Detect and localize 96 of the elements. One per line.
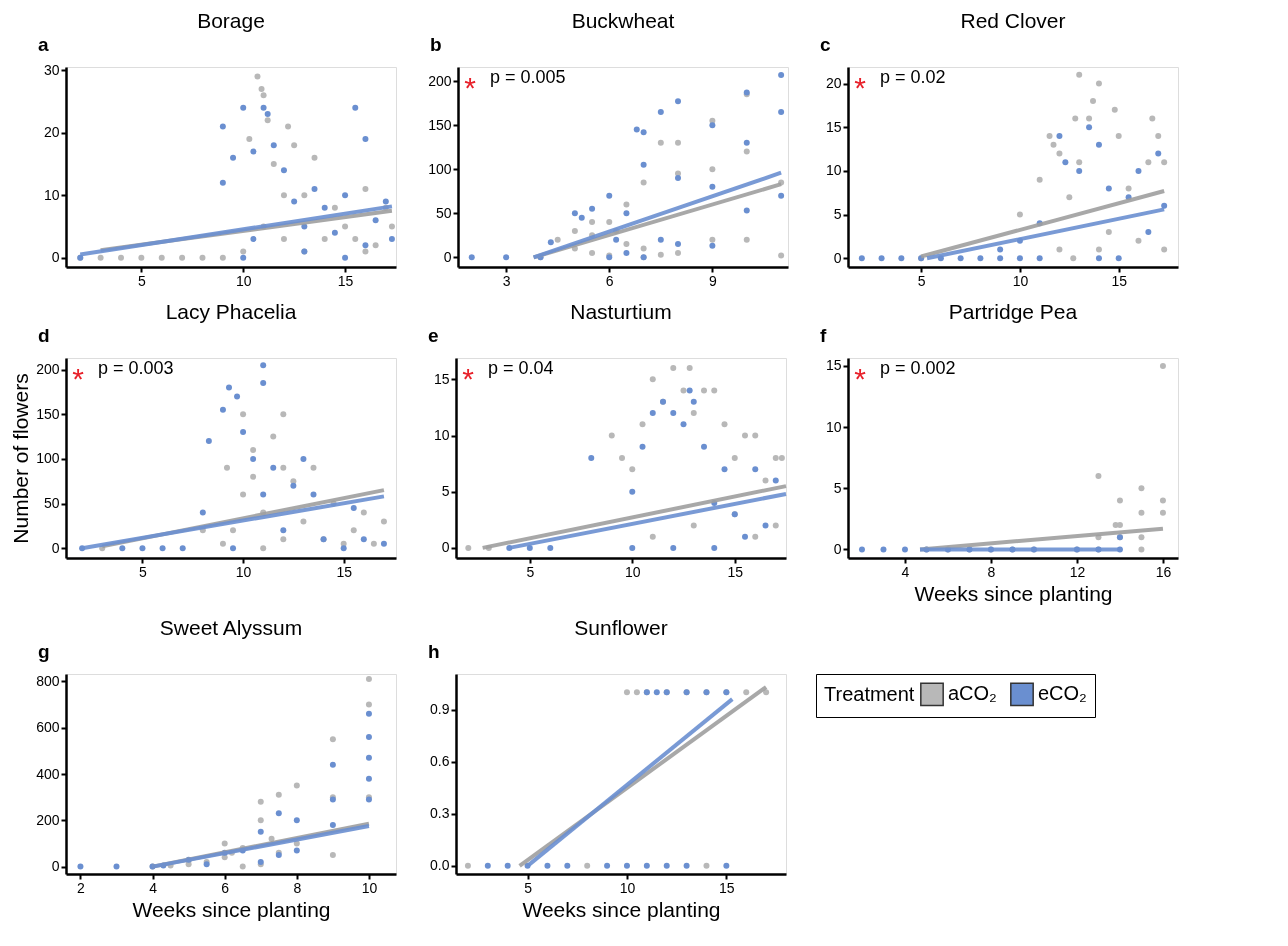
x-tick-label: 5 xyxy=(526,563,535,580)
y-tick-label: 5 xyxy=(833,206,842,223)
y-tick-label: 20 xyxy=(825,75,842,92)
y-tick-label: 0.9 xyxy=(430,701,450,718)
x-tick-label: 15 xyxy=(1111,272,1128,289)
y-tick-label: 5 xyxy=(833,479,842,496)
y-tick-label: 15 xyxy=(825,118,842,135)
x-tick-label: 4 xyxy=(149,879,158,896)
chart-title: Buckwheat xyxy=(571,9,675,32)
x-tick-label: 8 xyxy=(293,879,302,896)
x-tick-label: 10 xyxy=(235,272,252,289)
text: f xyxy=(820,325,827,346)
legend-label: aCO₂ xyxy=(948,682,997,705)
x-tick-label: 12 xyxy=(1069,563,1086,580)
y-tick-label: 30 xyxy=(43,61,60,78)
y-tick-label: 0 xyxy=(833,540,842,557)
chart-title: Nasturtium xyxy=(570,300,672,323)
text: e xyxy=(428,325,439,346)
y-tick-label: 10 xyxy=(433,427,450,444)
y-tick-label: 0 xyxy=(441,539,450,556)
legend-title: Treatment xyxy=(824,683,915,705)
x-tick-label: 15 xyxy=(336,563,353,580)
chart-title: Red Clover xyxy=(960,9,1066,32)
y-tick-label: 100 xyxy=(36,450,60,467)
annotation: p = 0.005 xyxy=(490,67,566,87)
y-tick-label: 0.6 xyxy=(430,753,450,770)
y-tick-label: 800 xyxy=(36,672,60,689)
x-tick-label: 6 xyxy=(605,272,614,289)
x-tick-label: 15 xyxy=(727,563,744,580)
legend-label: eCO₂ xyxy=(1038,682,1087,705)
annotation: * xyxy=(72,362,85,395)
y-tick-label: 0.0 xyxy=(430,857,450,874)
x-axis-title: Weeks since planting xyxy=(522,897,721,921)
x-tick-label: 9 xyxy=(708,272,717,289)
annotation: p = 0.04 xyxy=(488,358,554,378)
y-tick-label: 0 xyxy=(51,858,60,875)
x-tick-label: 5 xyxy=(137,272,146,289)
y-tick-label: 150 xyxy=(428,116,452,133)
x-tick-label: 2 xyxy=(77,879,86,896)
annotation: * xyxy=(462,362,475,395)
x-tick-label: 5 xyxy=(917,272,926,289)
annotation: * xyxy=(854,71,867,104)
y-tick-label: 400 xyxy=(36,765,60,782)
y-tick-label: 150 xyxy=(36,405,60,422)
x-tick-label: 16 xyxy=(1155,563,1172,580)
x-tick-label: 4 xyxy=(901,563,910,580)
text: h xyxy=(428,641,440,662)
x-tick-label: 10 xyxy=(235,563,252,580)
x-tick-label: 6 xyxy=(221,879,230,896)
y-tick-label: 100 xyxy=(428,160,452,177)
x-axis-title: Weeks since planting xyxy=(914,581,1113,605)
chart-title: Lacy Phacelia xyxy=(165,300,297,323)
chart-title: Sunflower xyxy=(574,616,668,639)
y-tick-label: 50 xyxy=(43,495,60,512)
y-tick-label: 0.3 xyxy=(430,805,450,822)
y-tick-label: 0 xyxy=(443,248,452,265)
y-tick-label: 10 xyxy=(825,418,842,435)
x-tick-label: 8 xyxy=(987,563,996,580)
x-tick-label: 15 xyxy=(337,272,354,289)
y-tick-label: 15 xyxy=(825,357,842,374)
x-tick-label: 3 xyxy=(502,272,511,289)
y-tick-label: 200 xyxy=(428,72,452,89)
annotation: p = 0.002 xyxy=(880,358,956,378)
x-tick-label: 10 xyxy=(361,879,378,896)
y-tick-label: 0 xyxy=(51,539,60,556)
x-tick-label: 10 xyxy=(619,879,636,896)
chart-title: Borage xyxy=(197,9,265,32)
x-tick-label: 10 xyxy=(624,563,641,580)
annotation: p = 0.003 xyxy=(98,358,174,378)
y-tick-label: 50 xyxy=(435,204,452,221)
chart-title: Sweet Alyssum xyxy=(159,616,303,639)
y-tick-label: 200 xyxy=(36,361,60,378)
y-axis-title: Number of flowers xyxy=(9,373,33,544)
text: c xyxy=(820,34,831,55)
text: d xyxy=(38,325,50,346)
chart-title: Partridge Pea xyxy=(948,300,1078,323)
y-tick-label: 0 xyxy=(833,249,842,266)
y-tick-label: 600 xyxy=(36,719,60,736)
annotation: p = 0.02 xyxy=(880,67,946,87)
x-tick-label: 5 xyxy=(524,879,533,896)
y-tick-label: 5 xyxy=(441,483,450,500)
text: a xyxy=(38,34,49,55)
x-tick-label: 10 xyxy=(1012,272,1029,289)
y-tick-label: 200 xyxy=(36,811,60,828)
text: b xyxy=(430,34,442,55)
x-axis-title: Weeks since planting xyxy=(132,897,331,921)
y-tick-label: 20 xyxy=(43,124,60,141)
x-tick-label: 5 xyxy=(139,563,148,580)
y-tick-label: 10 xyxy=(825,162,842,179)
y-tick-label: 15 xyxy=(433,370,450,387)
annotation: * xyxy=(464,71,477,104)
text: g xyxy=(38,641,50,662)
annotation: * xyxy=(854,362,867,395)
y-tick-label: 10 xyxy=(43,186,60,203)
y-tick-label: 0 xyxy=(51,249,60,266)
x-tick-label: 15 xyxy=(719,879,735,896)
